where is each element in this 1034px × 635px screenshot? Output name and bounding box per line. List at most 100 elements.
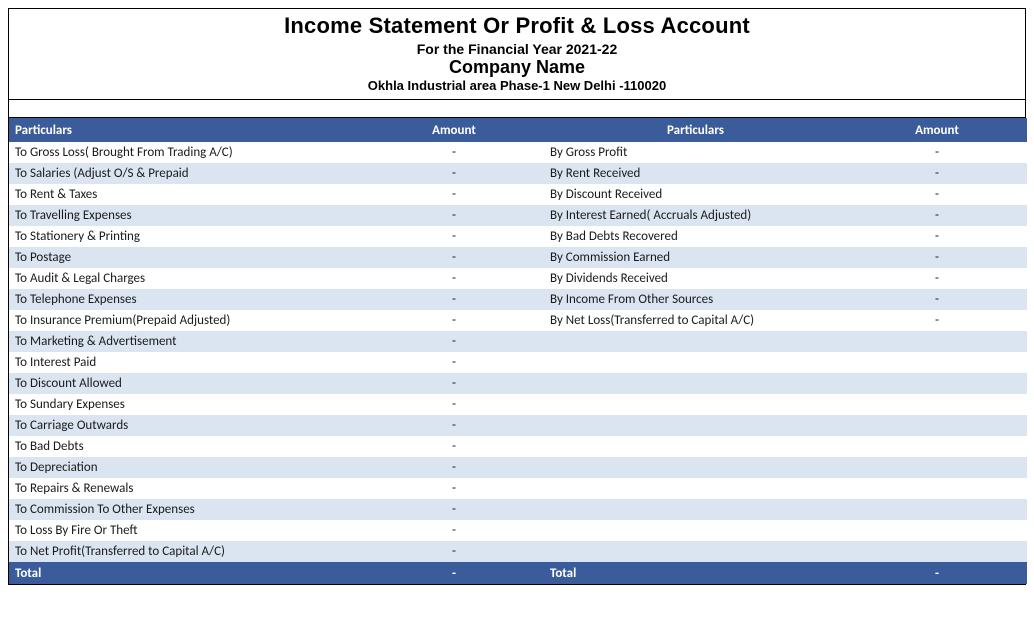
income-statement-container: Income Statement Or Profit & Loss Accoun… bbox=[8, 8, 1026, 585]
debit-amount: - bbox=[364, 247, 544, 268]
debit-amount: - bbox=[364, 436, 544, 457]
debit-particulars: To Telephone Expenses bbox=[9, 289, 364, 310]
table-row: To Sundary Expenses- bbox=[9, 394, 1027, 415]
credit-amount bbox=[847, 394, 1027, 415]
credit-particulars: By Income From Other Sources bbox=[544, 289, 847, 310]
spacer-row bbox=[9, 100, 1025, 118]
debit-amount: - bbox=[364, 415, 544, 436]
debit-particulars: To Rent & Taxes bbox=[9, 184, 364, 205]
total-left-amount: - bbox=[364, 562, 544, 584]
table-row: To Carriage Outwards- bbox=[9, 415, 1027, 436]
col-header-amount-right: Amount bbox=[847, 118, 1027, 142]
col-header-amount-left: Amount bbox=[364, 118, 544, 142]
credit-particulars bbox=[544, 436, 847, 457]
credit-amount bbox=[847, 541, 1027, 562]
debit-amount: - bbox=[364, 541, 544, 562]
pl-table: Particulars Amount Particulars Amount To… bbox=[9, 118, 1027, 584]
debit-particulars: To Insurance Premium(Prepaid Adjusted) bbox=[9, 310, 364, 331]
table-row: To Rent & Taxes-By Discount Received- bbox=[9, 184, 1027, 205]
table-row: To Interest Paid- bbox=[9, 352, 1027, 373]
credit-amount bbox=[847, 415, 1027, 436]
credit-amount bbox=[847, 520, 1027, 541]
credit-amount: - bbox=[847, 268, 1027, 289]
debit-particulars: To Gross Loss( Brought From Trading A/C) bbox=[9, 142, 364, 163]
credit-particulars: By Bad Debts Recovered bbox=[544, 226, 847, 247]
table-row: To Commission To Other Expenses- bbox=[9, 499, 1027, 520]
table-row: To Salaries (Adjust O/S & Prepaid-By Ren… bbox=[9, 163, 1027, 184]
debit-amount: - bbox=[364, 499, 544, 520]
table-row: To Insurance Premium(Prepaid Adjusted)-B… bbox=[9, 310, 1027, 331]
credit-particulars bbox=[544, 478, 847, 499]
debit-particulars: To Commission To Other Expenses bbox=[9, 499, 364, 520]
table-row: To Travelling Expenses-By Interest Earne… bbox=[9, 205, 1027, 226]
debit-particulars: To Loss By Fire Or Theft bbox=[9, 520, 364, 541]
credit-amount: - bbox=[847, 247, 1027, 268]
debit-amount: - bbox=[364, 268, 544, 289]
col-header-particulars-left: Particulars bbox=[9, 118, 364, 142]
company-name: Company Name bbox=[9, 57, 1025, 78]
debit-amount: - bbox=[364, 310, 544, 331]
debit-particulars: To Depreciation bbox=[9, 457, 364, 478]
debit-particulars: To Interest Paid bbox=[9, 352, 364, 373]
credit-amount bbox=[847, 499, 1027, 520]
credit-amount bbox=[847, 331, 1027, 352]
debit-particulars: To Marketing & Advertisement bbox=[9, 331, 364, 352]
credit-amount bbox=[847, 373, 1027, 394]
debit-amount: - bbox=[364, 478, 544, 499]
credit-particulars: By Dividends Received bbox=[544, 268, 847, 289]
credit-particulars: By Interest Earned( Accruals Adjusted) bbox=[544, 205, 847, 226]
col-header-particulars-right: Particulars bbox=[544, 118, 847, 142]
credit-amount bbox=[847, 352, 1027, 373]
total-left-label: Total bbox=[9, 562, 364, 584]
credit-amount bbox=[847, 478, 1027, 499]
debit-particulars: To Audit & Legal Charges bbox=[9, 268, 364, 289]
credit-particulars: By Commission Earned bbox=[544, 247, 847, 268]
table-row: To Discount Allowed- bbox=[9, 373, 1027, 394]
debit-amount: - bbox=[364, 457, 544, 478]
debit-particulars: To Stationery & Printing bbox=[9, 226, 364, 247]
table-row: To Depreciation- bbox=[9, 457, 1027, 478]
credit-particulars bbox=[544, 520, 847, 541]
table-row: To Marketing & Advertisement- bbox=[9, 331, 1027, 352]
credit-amount bbox=[847, 436, 1027, 457]
debit-particulars: To Net Profit(Transferred to Capital A/C… bbox=[9, 541, 364, 562]
credit-particulars bbox=[544, 331, 847, 352]
credit-particulars: By Gross Profit bbox=[544, 142, 847, 163]
debit-particulars: To Sundary Expenses bbox=[9, 394, 364, 415]
credit-particulars bbox=[544, 541, 847, 562]
debit-amount: - bbox=[364, 289, 544, 310]
credit-amount bbox=[847, 457, 1027, 478]
debit-particulars: To Postage bbox=[9, 247, 364, 268]
credit-amount: - bbox=[847, 142, 1027, 163]
credit-amount: - bbox=[847, 289, 1027, 310]
debit-amount: - bbox=[364, 352, 544, 373]
debit-particulars: To Repairs & Renewals bbox=[9, 478, 364, 499]
total-right-amount: - bbox=[847, 562, 1027, 584]
credit-particulars bbox=[544, 373, 847, 394]
debit-amount: - bbox=[364, 226, 544, 247]
company-address: Okhla Industrial area Phase-1 New Delhi … bbox=[9, 78, 1025, 93]
table-row: To Repairs & Renewals- bbox=[9, 478, 1027, 499]
pl-table-head: Particulars Amount Particulars Amount bbox=[9, 118, 1027, 142]
total-right-label: Total bbox=[544, 562, 847, 584]
table-row: To Audit & Legal Charges-By Dividends Re… bbox=[9, 268, 1027, 289]
table-row: To Loss By Fire Or Theft- bbox=[9, 520, 1027, 541]
debit-amount: - bbox=[364, 205, 544, 226]
debit-particulars: To Salaries (Adjust O/S & Prepaid bbox=[9, 163, 364, 184]
table-row: To Telephone Expenses-By Income From Oth… bbox=[9, 289, 1027, 310]
debit-particulars: To Discount Allowed bbox=[9, 373, 364, 394]
credit-particulars bbox=[544, 352, 847, 373]
table-row: To Stationery & Printing-By Bad Debts Re… bbox=[9, 226, 1027, 247]
table-row: To Postage-By Commission Earned- bbox=[9, 247, 1027, 268]
pl-table-body: To Gross Loss( Brought From Trading A/C)… bbox=[9, 142, 1027, 562]
debit-amount: - bbox=[364, 394, 544, 415]
credit-particulars: By Net Loss(Transferred to Capital A/C) bbox=[544, 310, 847, 331]
debit-amount: - bbox=[364, 142, 544, 163]
credit-particulars bbox=[544, 457, 847, 478]
debit-particulars: To Travelling Expenses bbox=[9, 205, 364, 226]
credit-particulars bbox=[544, 394, 847, 415]
credit-particulars bbox=[544, 415, 847, 436]
debit-amount: - bbox=[364, 520, 544, 541]
totals-row: Total - Total - bbox=[9, 562, 1027, 584]
credit-particulars: By Rent Received bbox=[544, 163, 847, 184]
